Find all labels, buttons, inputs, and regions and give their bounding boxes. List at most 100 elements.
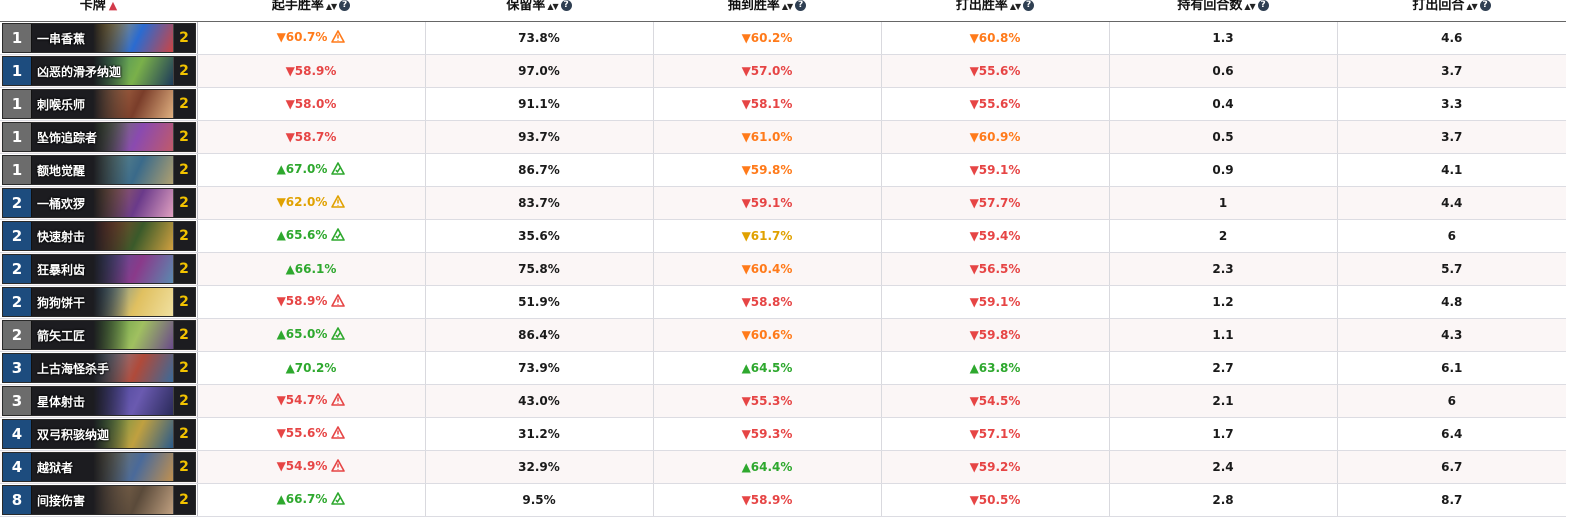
card-tile[interactable]: 4 双弓积骇纳迦 2 [2,419,196,449]
turns-held-value: 2.4 [1212,460,1234,474]
card-cell[interactable]: 1 刺喉乐师 2 [0,87,198,121]
keep-rate-cell: 83.7% [425,186,654,220]
card-tile[interactable]: 2 一桶欢猡 2 [2,188,196,218]
card-cell[interactable]: 2 狗狗饼干 2 [0,285,198,319]
card-cell[interactable]: 3 星体射击 2 [0,384,198,418]
keep-rate-value: 9.5% [522,493,556,507]
card-art-image [92,90,173,118]
mulligan-winrate-cell: ▲65.6% [197,219,426,253]
card-count-badge: 2 [172,486,195,514]
card-cell[interactable]: 2 一桶欢猡 2 [0,186,198,220]
card-tile[interactable]: 3 上古海怪杀手 2 [2,353,196,383]
sort-toggle-icon[interactable]: ▲▼ [325,2,337,11]
card-cell[interactable]: 1 凶恶的滑矛纳迦 2 [0,54,198,88]
card-tile[interactable]: 1 凶恶的滑矛纳迦 2 [2,56,196,86]
turns-held-value: 0.5 [1212,130,1234,144]
column-header-turn-played[interactable]: 打出回合 ▲▼? [1337,0,1566,22]
turn-played-value: 6.4 [1441,427,1463,441]
card-tile[interactable]: 1 刺喉乐师 2 [2,89,196,119]
mulligan-winrate-value: ▼60.7% [276,30,328,44]
table-row[interactable]: 2 箭矢工匠 2 ▲65.0% 86.4% ▼60.6% ▼59.8% 1.1 4.3 [0,318,1566,352]
card-cell[interactable]: 4 越狱者 2 [0,450,198,484]
column-label: 打出胜率 [955,0,1008,13]
card-count-badge: 2 [172,255,195,283]
played-winrate-value: ▼55.6% [969,64,1021,78]
card-tile[interactable]: 2 快速射击 2 [2,221,196,251]
column-header-card[interactable]: 卡牌 ▲ [0,0,197,22]
card-cell[interactable]: 2 箭矢工匠 2 [0,318,198,352]
card-tile[interactable]: 1 额地觉醒 2 [2,155,196,185]
table-row[interactable]: 2 快速射击 2 ▲65.6% 35.6% ▼61.7% ▼59.4% 2 6 [0,219,1566,253]
turns-held-cell: 1.7 [1109,417,1338,451]
card-art-image [92,57,173,85]
warning-triangle-icon [331,393,346,409]
table-row[interactable]: 1 坠饰追踪者 2 ▼58.7% 93.7% ▼61.0% ▼60.9% 0.5 3.7 [0,120,1566,154]
help-icon[interactable]: ? [339,0,351,11]
card-cell[interactable]: 4 双弓积骇纳迦 2 [0,417,198,451]
table-row[interactable]: 2 狗狗饼干 2 ▼58.9% 51.9% ▼58.8% ▼59.1% 1.2 4.8 [0,285,1566,319]
sort-toggle-icon[interactable]: ▲▼ [1244,2,1255,11]
card-tile[interactable]: 1 一串香蕉 2 [2,23,196,53]
warning-triangle-icon [331,30,346,46]
card-cell[interactable]: 8 间接伤害 2 [0,483,198,517]
card-art-image [92,255,173,283]
table-row[interactable]: 2 一桶欢猡 2 ▼62.0% 83.7% ▼59.1% ▼57.7% 1 4.4 [0,186,1566,220]
check-triangle-icon [331,492,346,508]
drawn-winrate-cell: ▼61.7% [653,219,882,253]
keep-rate-cell: 73.8% [425,21,654,55]
card-cell[interactable]: 1 一串香蕉 2 [0,21,198,55]
card-cell[interactable]: 1 坠饰追踪者 2 [0,120,198,154]
card-tile[interactable]: 3 星体射击 2 [2,386,196,416]
sort-toggle-icon[interactable]: ▲▼ [1009,2,1021,11]
card-tile[interactable]: 2 箭矢工匠 2 [2,320,196,350]
table-row[interactable]: 1 额地觉醒 2 ▲67.0% 86.7% ▼59.8% ▼59.1% 0.9 4.1 [0,153,1566,187]
sort-toggle-icon[interactable]: ▲▼ [781,2,793,11]
help-icon[interactable]: ? [1023,0,1035,11]
sort-toggle-icon[interactable]: ▲▼ [547,2,558,11]
table-row[interactable]: 1 刺喉乐师 2 ▼58.0% 91.1% ▼58.1% ▼55.6% 0.4 3.3 [0,87,1566,121]
card-tile[interactable]: 8 间接伤害 2 [2,485,196,515]
turns-held-cell: 0.4 [1109,87,1338,121]
help-icon[interactable]: ? [1479,0,1491,11]
help-icon[interactable]: ? [795,0,807,11]
card-tile[interactable]: 4 越狱者 2 [2,452,196,482]
keep-rate-cell: 9.5% [425,483,654,517]
card-art-image [92,123,173,151]
drawn-winrate-value: ▼58.1% [741,97,793,111]
table-row[interactable]: 3 上古海怪杀手 2 ▲70.2% 73.9% ▲64.5% ▲63.8% 2.7 6.1 [0,351,1566,385]
turns-held-value: 2.1 [1212,394,1234,408]
card-tile[interactable]: 2 狂暴利齿 2 [2,254,196,284]
column-header-turns-held[interactable]: 持有回合数 ▲▼? [1109,0,1337,22]
turns-held-value: 2.8 [1212,493,1234,507]
card-tile[interactable]: 1 坠饰追踪者 2 [2,122,196,152]
card-count-badge: 2 [172,453,195,481]
column-header-keep-rate[interactable]: 保留率 ▲▼? [425,0,653,22]
sort-ascending-icon[interactable]: ▲ [108,0,118,12]
turn-played-cell: 6.7 [1337,450,1566,484]
table-row[interactable]: 1 凶恶的滑矛纳迦 2 ▼58.9% 97.0% ▼57.0% ▼55.6% 0.6 3.7 [0,54,1566,88]
table-row[interactable]: 8 间接伤害 2 ▲66.7% 9.5% ▼58.9% ▼50.5% 2.8 8.7 [0,483,1566,517]
card-cell[interactable]: 1 额地觉醒 2 [0,153,198,187]
help-icon[interactable]: ? [560,0,572,11]
drawn-winrate-cell: ▼59.3% [653,417,882,451]
card-cell[interactable]: 2 狂暴利齿 2 [0,252,198,286]
column-header-drawn-winrate[interactable]: 抽到胜率 ▲▼? [653,0,881,22]
played-winrate-cell: ▼59.4% [881,219,1110,253]
sort-toggle-icon[interactable]: ▲▼ [1466,2,1477,11]
card-cell[interactable]: 3 上古海怪杀手 2 [0,351,198,385]
played-winrate-cell: ▼60.9% [881,120,1110,154]
turns-held-cell: 2 [1109,219,1338,253]
turns-held-value: 1.2 [1212,295,1234,309]
table-row[interactable]: 2 狂暴利齿 2 ▲66.1% 75.8% ▼60.4% ▼56.5% 2.3 5.7 [0,252,1566,286]
table-row[interactable]: 1 一串香蕉 2 ▼60.7% 73.8% ▼60.2% ▼60.8% 1.3 4.6 [0,21,1566,55]
help-icon[interactable]: ? [1257,0,1269,11]
card-art-image [92,486,173,514]
table-row[interactable]: 4 双弓积骇纳迦 2 ▼55.6% 31.2% ▼59.3% ▼57.1% 1.7 6.4 [0,417,1566,451]
table-row[interactable]: 3 星体射击 2 ▼54.7% 43.0% ▼55.3% ▼54.5% 2.1 6 [0,384,1566,418]
column-header-mulligan-winrate[interactable]: 起手胜率 ▲▼? [197,0,425,22]
check-triangle-icon [331,162,346,178]
card-cell[interactable]: 2 快速射击 2 [0,219,198,253]
column-header-played-winrate[interactable]: 打出胜率 ▲▼? [881,0,1109,22]
table-row[interactable]: 4 越狱者 2 ▼54.9% 32.9% ▲64.4% ▼59.2% 2.4 6.7 [0,450,1566,484]
card-tile[interactable]: 2 狗狗饼干 2 [2,287,196,317]
